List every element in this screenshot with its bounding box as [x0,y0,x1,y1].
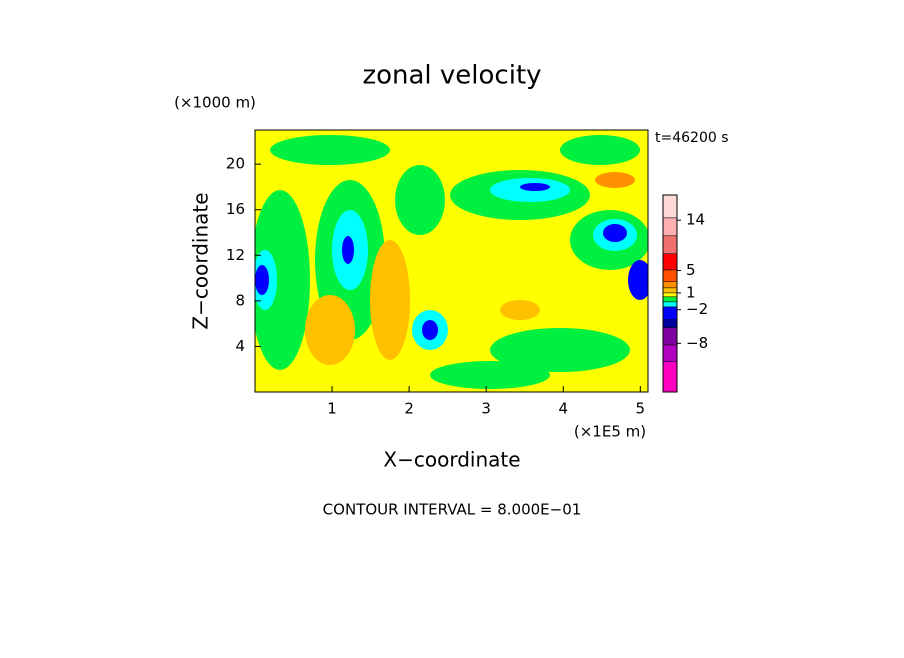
colorbar-tick-label: 5 [686,261,696,279]
colorbar-band [662,281,678,289]
colorbar-band [662,253,678,271]
colorbar-band [662,327,678,346]
colorbar-tick-label: −2 [686,300,708,318]
colorbar-band [662,269,678,282]
y-tick-label: 12 [226,246,245,264]
y-tick-label: 4 [235,337,245,355]
contour-field [255,135,648,389]
colorbar-tick-label: −8 [686,334,708,352]
footer: CONTOUR INTERVAL = 8.000E−01 [323,501,582,519]
x-unit: (×1E5 m) [574,423,646,441]
colorbar-tick-label: 14 [686,211,705,229]
plot-frame [254,129,649,393]
y-tick-label: 16 [226,200,245,218]
time-label: t=46200 s [655,130,729,146]
colorbar-band [662,287,678,294]
y-tick-label: 20 [226,155,245,173]
colorbar-frame [662,194,678,393]
y-axis-label: Z−coordinate [189,192,213,329]
y-tick-label: 8 [235,291,245,309]
colorbar-band [662,361,678,393]
colorbar-band [662,235,678,255]
colorbar-band [662,344,678,363]
y-unit: (×1000 m) [174,94,256,112]
x-tick-label: 5 [636,400,646,418]
colorbar-band [662,306,678,321]
colorbar-tick-label: 1 [686,283,696,301]
colorbar-band [662,292,678,298]
x-tick-label: 4 [558,400,568,418]
x-tick-label: 3 [481,400,491,418]
colorbar-band [662,319,678,328]
colorbar-band [662,296,678,303]
x-axis-label: X−coordinate [383,448,520,472]
x-tick-label: 2 [404,400,414,418]
chart-title: zonal velocity [362,61,541,91]
x-tick-label: 1 [327,400,337,418]
colorbar-band [662,301,678,308]
colorbar-band [662,194,678,219]
colorbar-band [662,217,678,237]
